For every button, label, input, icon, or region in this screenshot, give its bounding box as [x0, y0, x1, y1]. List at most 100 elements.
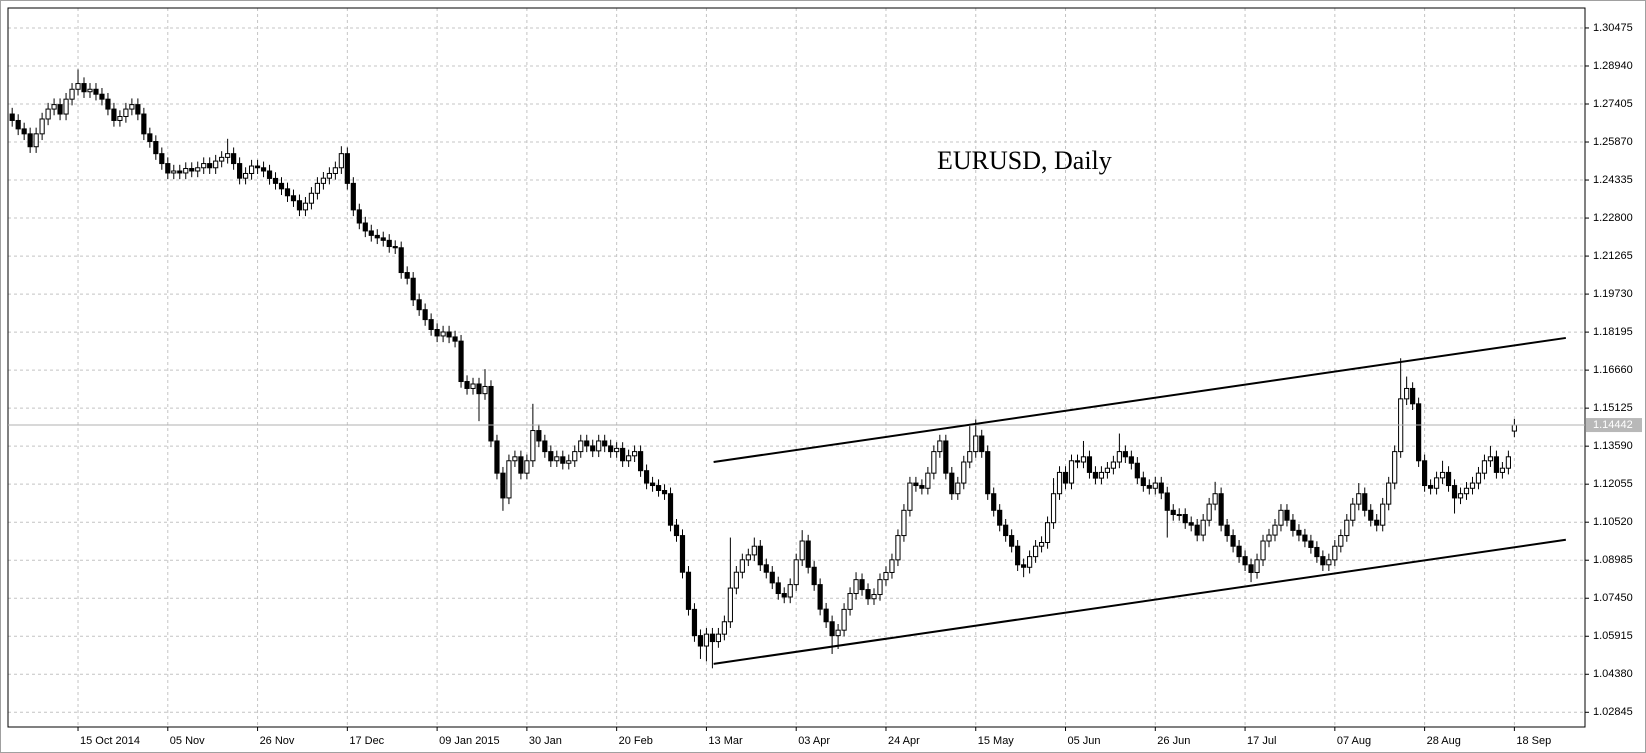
candle-body [27, 133, 33, 148]
x-tick-label: 03 Apr [798, 735, 830, 747]
candle-body [548, 451, 554, 462]
candle-body [679, 535, 686, 573]
x-tick-label: 17 Dec [349, 735, 384, 747]
x-tick-label: 26 Jun [1157, 735, 1190, 747]
candle-body [45, 108, 51, 120]
candle-body [147, 133, 153, 143]
candle-body [787, 584, 793, 598]
candle-body [931, 451, 937, 474]
candle-body [314, 182, 321, 194]
last-price-box [1586, 418, 1642, 433]
candle-body [266, 170, 273, 179]
candle-body [452, 336, 458, 342]
candle-body [1332, 545, 1338, 561]
x-tick-label: 17 Jul [1247, 735, 1276, 747]
candle-body [841, 608, 847, 631]
candle-body [440, 331, 446, 337]
candle-body [165, 163, 171, 174]
candle-body [709, 633, 716, 643]
candle-body [237, 163, 243, 179]
y-tick-label: 1.27405 [1593, 98, 1633, 110]
candle-body [284, 188, 291, 197]
y-tick-label: 1.10520 [1593, 516, 1633, 528]
candle-body [817, 584, 823, 610]
candle-body [219, 156, 225, 162]
y-tick-label: 1.04380 [1593, 668, 1633, 680]
x-tick-label: 20 Feb [619, 735, 653, 747]
candle-body [1380, 503, 1386, 526]
x-tick-label: 15 May [978, 735, 1015, 747]
candle-body [338, 153, 344, 169]
candle-body [1481, 460, 1488, 474]
candle-body [1182, 514, 1188, 524]
candle-body [1056, 471, 1063, 495]
x-tick-label: 15 Oct 2014 [80, 735, 140, 747]
candle-body [1200, 519, 1206, 536]
candle-body [727, 587, 733, 623]
candle-body [416, 299, 422, 311]
candle-body [75, 83, 81, 90]
candle-body [1188, 522, 1194, 526]
candle-body [560, 456, 566, 464]
candle-body [1505, 456, 1511, 469]
candle-body [805, 540, 811, 568]
candle-body [1050, 493, 1057, 524]
candle-body [1230, 535, 1236, 547]
candle-body [1302, 534, 1308, 542]
candle-body [661, 489, 668, 495]
candle-body [488, 385, 494, 442]
candle-body [476, 383, 482, 395]
candle-body [296, 200, 303, 211]
candle-body [895, 535, 901, 561]
candle-body [620, 447, 626, 462]
candle-body [745, 554, 751, 561]
candle-body [344, 153, 350, 184]
candle-body [1224, 524, 1230, 537]
candle-body [404, 272, 410, 279]
candle-body [105, 98, 111, 110]
candle-body [614, 447, 620, 453]
candle-body [811, 566, 817, 586]
y-tick-label: 1.22800 [1593, 212, 1633, 224]
y-tick-label: 1.12055 [1593, 478, 1633, 490]
candle-body [1469, 482, 1476, 489]
candle-body [847, 593, 853, 610]
trend-line [713, 336, 1566, 464]
candle-body [1326, 559, 1332, 566]
candle-body [1027, 556, 1033, 568]
candle-body [691, 608, 698, 637]
candle-body [1433, 477, 1440, 489]
candle-body [1475, 472, 1482, 484]
candle-body [757, 545, 763, 566]
candle-body [1254, 559, 1260, 573]
candle-body [584, 440, 590, 447]
candle-body [1439, 471, 1446, 479]
candle-body [1242, 556, 1248, 566]
candle-body [177, 170, 183, 174]
candle-body [518, 456, 524, 474]
candle-body [1350, 503, 1356, 521]
candle-body [1368, 509, 1374, 521]
candle-body [159, 153, 165, 165]
last-price-label: 1.14442 [1593, 419, 1633, 431]
candle-body [1356, 493, 1362, 505]
candle-body [1146, 485, 1152, 489]
candle-body [374, 234, 380, 239]
plot-border [7, 7, 1586, 728]
candle-body [248, 165, 255, 174]
candle-body [1044, 522, 1051, 544]
candle-body [955, 482, 961, 495]
candle-body [15, 119, 21, 130]
candle-body [697, 635, 704, 647]
candle-body [823, 608, 829, 623]
candle-body [1218, 493, 1224, 526]
y-tick-label: 1.30475 [1593, 22, 1633, 34]
candle-body [362, 222, 368, 232]
candle-body [171, 170, 177, 174]
y-tick-label: 1.07450 [1593, 592, 1633, 604]
candle-body [649, 482, 656, 487]
candle-body [1422, 460, 1428, 487]
candle-body [1080, 456, 1087, 463]
candle-body [901, 509, 907, 537]
candle-body [1260, 540, 1266, 561]
